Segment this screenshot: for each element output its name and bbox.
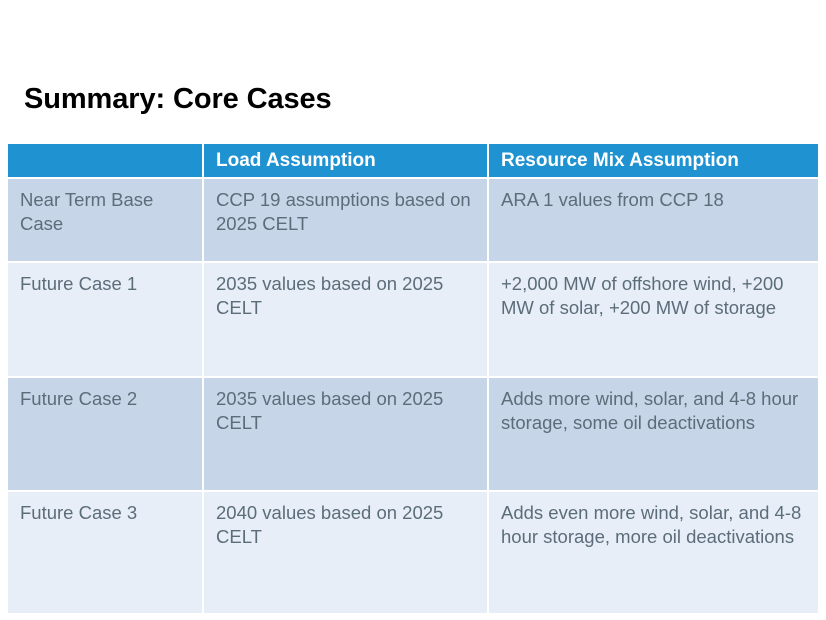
cell-resource-mix-assumption: Adds even more wind, solar, and 4-8 hour…	[489, 492, 818, 616]
cell-load-assumption: 2035 values based on 2025 CELT	[204, 263, 489, 379]
cell-text: 2035 values based on 2025 CELT	[216, 388, 444, 433]
cell-text: ARA 1 values from CCP 18	[501, 189, 724, 211]
table-row: Future Case 2 2035 values based on 2025 …	[8, 378, 818, 493]
cell-text: Adds even more wind, solar, and 4-8 hour…	[501, 502, 802, 547]
cell-case-name: Future Case 2	[8, 378, 204, 493]
table-header-row: Load Assumption Resource Mix Assumption	[8, 144, 818, 180]
cell-case-name: Future Case 1	[8, 263, 204, 379]
cell-load-assumption: 2040 values based on 2025 CELT	[204, 492, 489, 616]
cell-text: Near Term Base Case	[20, 189, 154, 234]
table-body: Near Term Base Case CCP 19 assumptions b…	[8, 179, 818, 616]
column-header-resource-mix-assumption: Resource Mix Assumption	[489, 144, 818, 180]
table-row: Near Term Base Case CCP 19 assumptions b…	[8, 179, 818, 264]
cell-resource-mix-assumption: ARA 1 values from CCP 18	[489, 179, 818, 264]
cell-case-name: Near Term Base Case	[8, 179, 204, 264]
cell-text: 2035 values based on 2025 CELT	[216, 273, 444, 318]
cell-text: 2040 values based on 2025 CELT	[216, 502, 444, 547]
cell-text: +2,000 MW of offshore wind, +200 MW of s…	[501, 273, 784, 318]
table-row: Future Case 1 2035 values based on 2025 …	[8, 263, 818, 379]
cell-load-assumption: 2035 values based on 2025 CELT	[204, 378, 489, 493]
cell-text: CCP 19 assumptions based on 2025 CELT	[216, 189, 471, 234]
table-header: Load Assumption Resource Mix Assumption	[8, 144, 818, 180]
cell-case-name: Future Case 3	[8, 492, 204, 616]
page-title: Summary: Core Cases	[24, 83, 332, 115]
cell-resource-mix-assumption: +2,000 MW of offshore wind, +200 MW of s…	[489, 263, 818, 379]
cell-text: Future Case 3	[20, 502, 138, 524]
cell-text: Future Case 1	[20, 273, 138, 295]
core-cases-table: Load Assumption Resource Mix Assumption …	[8, 144, 818, 616]
cell-text: Adds more wind, solar, and 4-8 hour stor…	[501, 388, 799, 433]
column-header-load-assumption: Load Assumption	[204, 144, 489, 180]
cell-load-assumption: CCP 19 assumptions based on 2025 CELT	[204, 179, 489, 264]
column-header-case	[8, 144, 204, 180]
cell-resource-mix-assumption: Adds more wind, solar, and 4-8 hour stor…	[489, 378, 818, 493]
table-row: Future Case 3 2040 values based on 2025 …	[8, 492, 818, 616]
cell-text: Future Case 2	[20, 388, 138, 410]
